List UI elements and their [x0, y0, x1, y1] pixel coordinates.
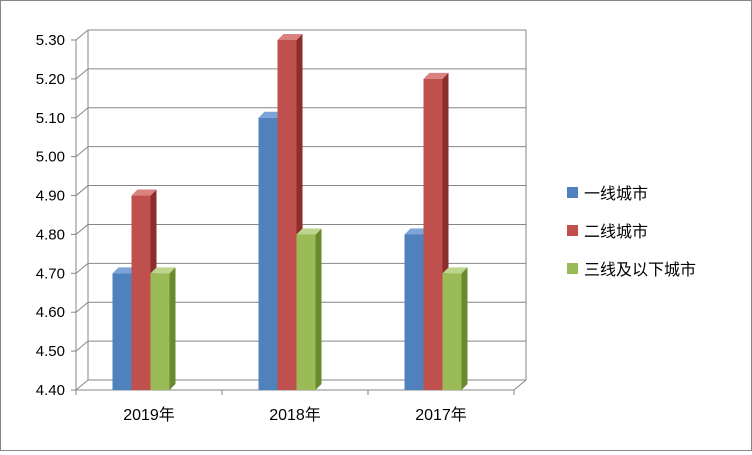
bar-top: [112, 267, 138, 274]
legend-swatch: [567, 186, 578, 198]
gridline-side: [75, 224, 89, 235]
bar: [296, 234, 316, 390]
y-tick-label: 4.70: [36, 265, 65, 282]
bar-side: [315, 228, 322, 390]
gridline-side: [75, 185, 89, 196]
bar: [258, 117, 278, 391]
legend-label: 二线城市: [584, 222, 649, 241]
x-tick-label: 2019年: [123, 406, 175, 424]
y-tick-label: 4.50: [36, 343, 65, 360]
bar-top: [404, 228, 430, 235]
bar-top: [131, 189, 157, 196]
bar: [442, 273, 462, 390]
legend-item: 一线城市: [567, 173, 696, 211]
gridline-side: [75, 68, 89, 80]
y-tick-label: 5.30: [36, 32, 65, 49]
legend-item: 二线城市: [567, 211, 696, 249]
y-tick-label: 5.20: [36, 71, 65, 88]
gridline-side: [75, 301, 89, 313]
legend-label: 三线及以下城市: [584, 260, 697, 279]
x-tick-label: 2018年: [269, 406, 321, 424]
bar-top: [423, 72, 449, 79]
gridline-side: [75, 340, 89, 352]
gridline-side: [75, 379, 89, 391]
y-tick-label: 5.00: [36, 149, 65, 166]
bar-top: [442, 267, 468, 274]
bar: [423, 78, 443, 390]
legend-label: 一线城市: [584, 184, 649, 203]
bar: [277, 40, 297, 390]
y-tick-label: 4.60: [36, 304, 65, 321]
bar-top: [258, 111, 284, 118]
legend-item: 三线及以下城市: [567, 249, 696, 287]
floor-edge: [513, 379, 527, 391]
legend-swatch: [567, 224, 578, 236]
bar-top: [296, 228, 322, 235]
y-tick-label: 5.10: [36, 110, 65, 127]
x-tick-label: 2017年: [415, 406, 467, 424]
gridline-side: [75, 146, 89, 158]
y-tick-label: 4.90: [36, 188, 65, 205]
legend: 一线城市 二线城市 三线及以下城市: [567, 173, 696, 287]
bar-side: [169, 267, 176, 390]
bar: [131, 195, 151, 390]
bar-top: [277, 34, 303, 40]
bar: [404, 234, 424, 390]
bar: [150, 273, 170, 390]
legend-swatch: [567, 262, 578, 274]
gridline-side: [75, 29, 89, 41]
gridline-side: [75, 262, 89, 274]
bar: [112, 273, 132, 390]
bar-top: [150, 267, 176, 274]
y-tick-label: 4.80: [36, 226, 65, 243]
y-tick-label: 4.40: [36, 382, 65, 399]
gridline-side: [75, 107, 89, 119]
bar-side: [461, 267, 468, 390]
